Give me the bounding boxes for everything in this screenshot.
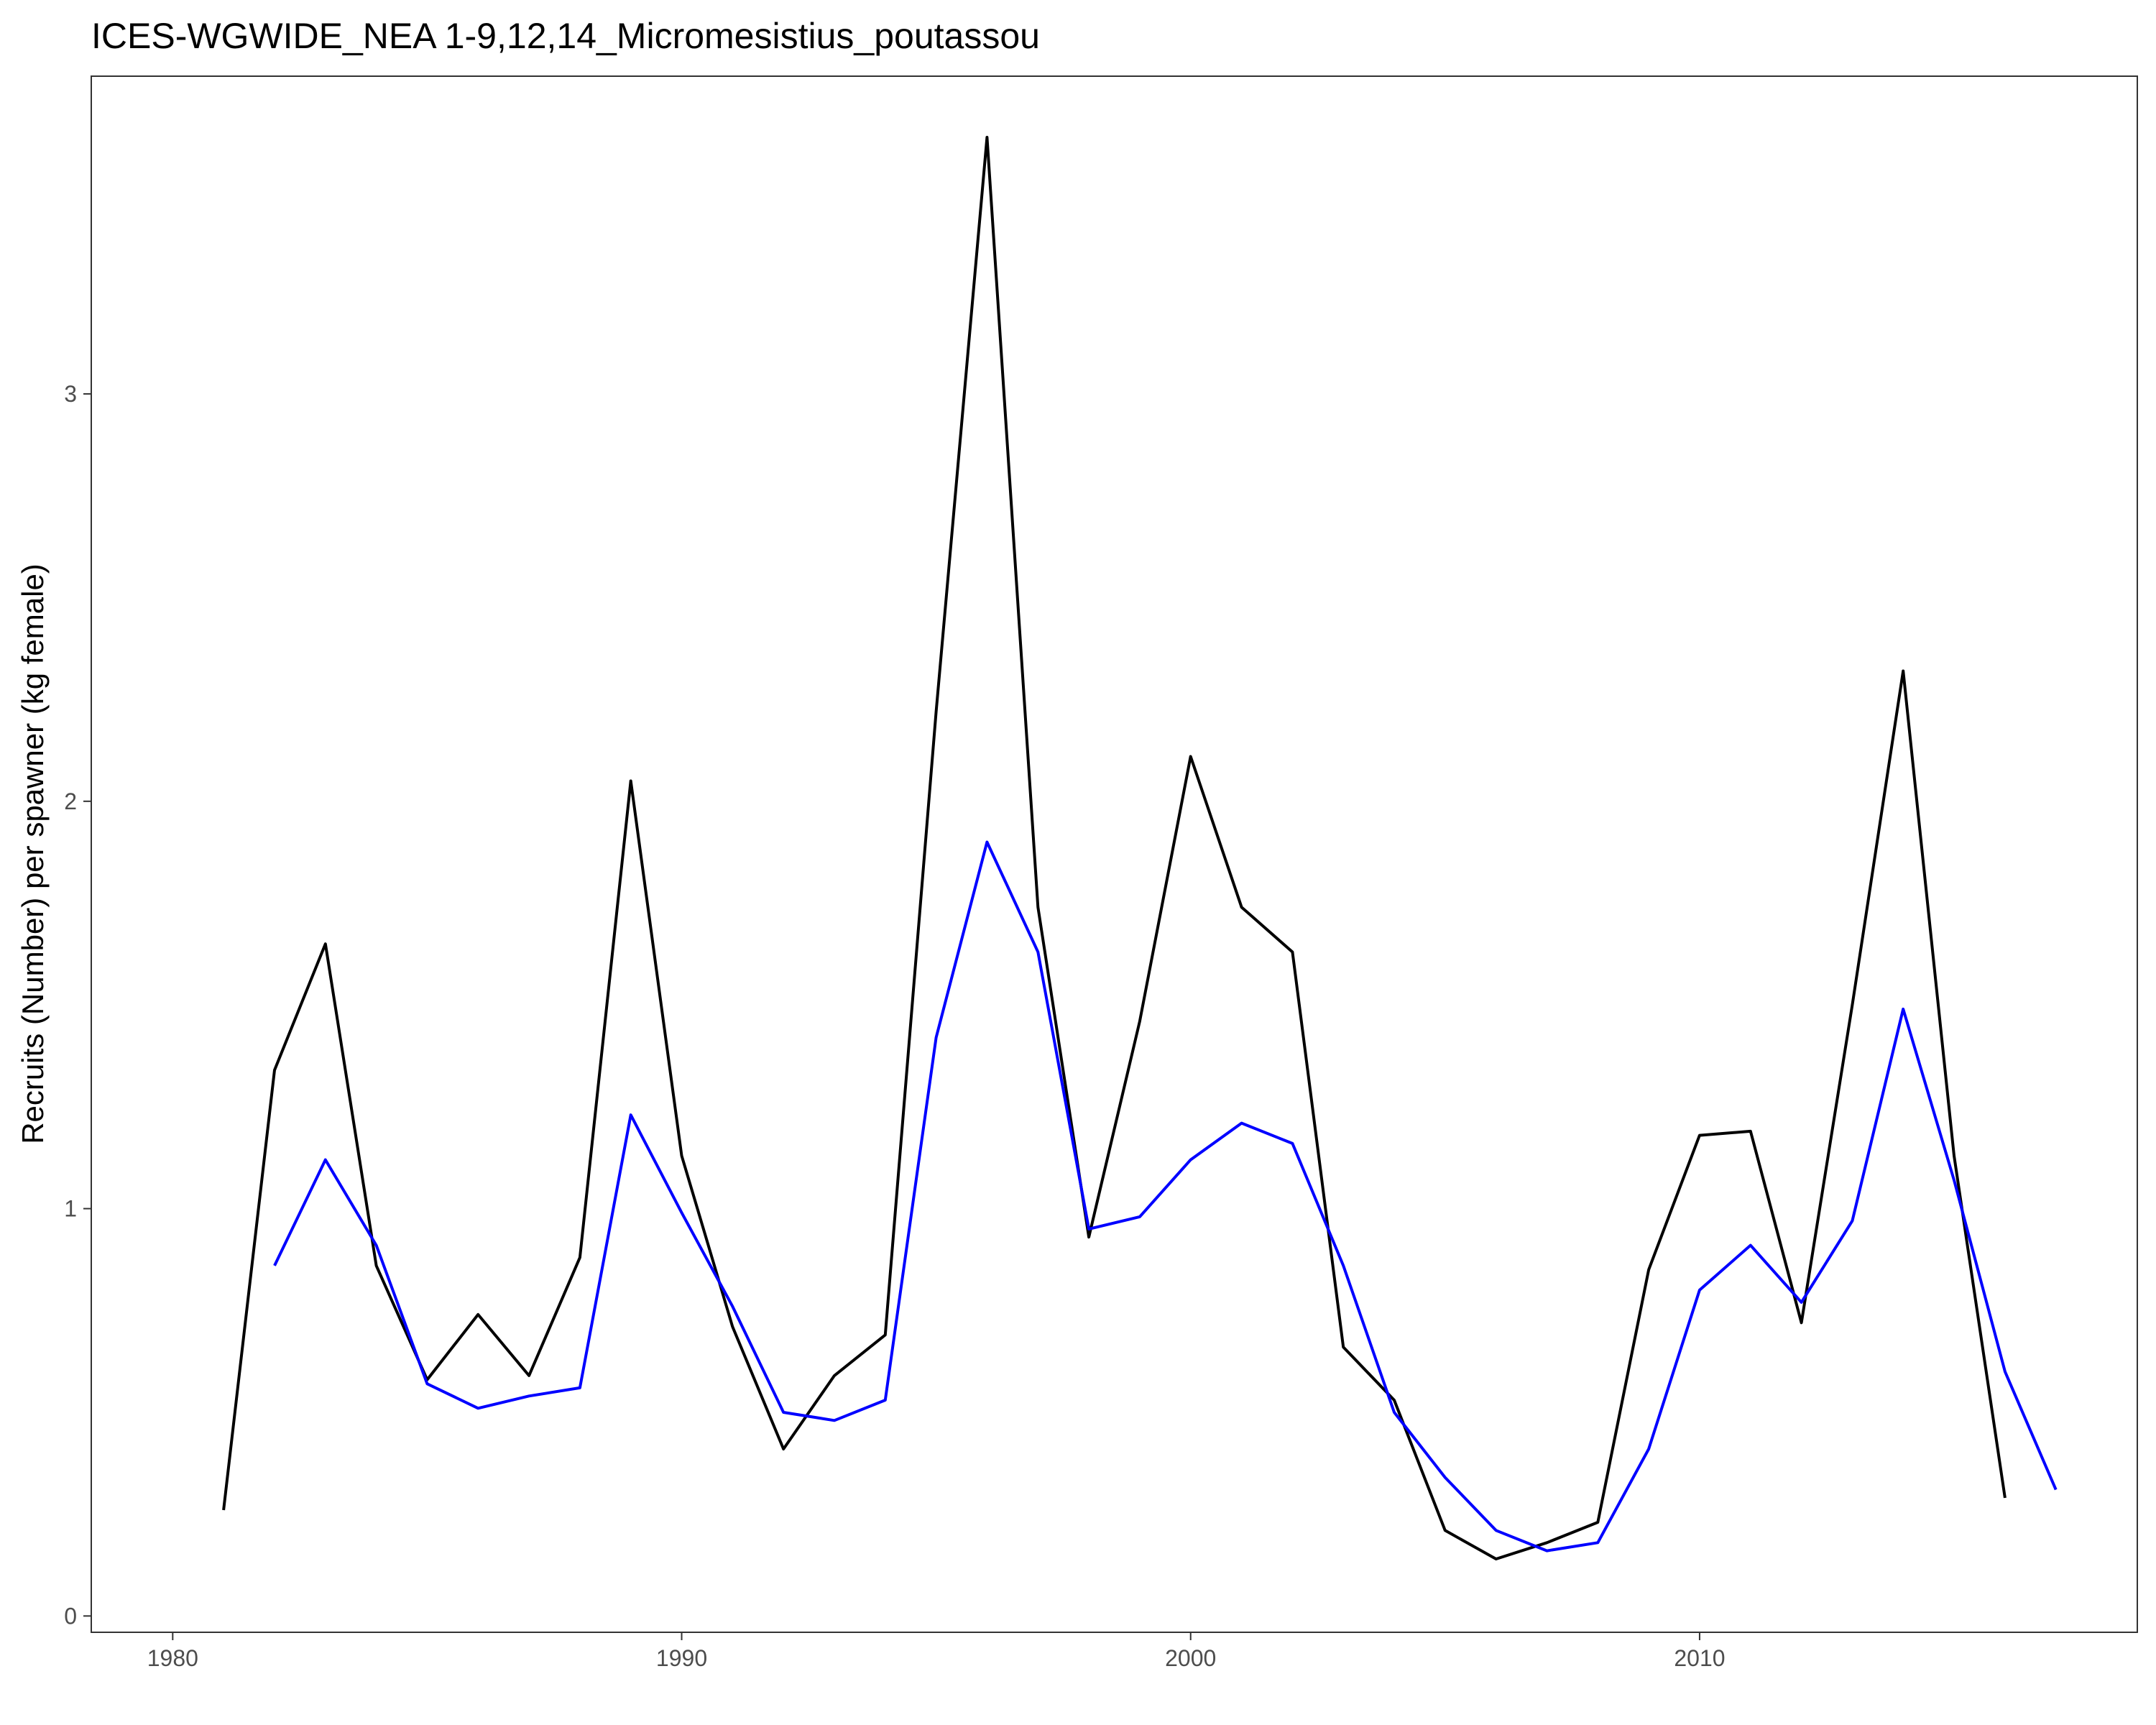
x-axis: 1980 1990 2000 2010 [147, 1632, 1726, 1671]
series-line-1 [222, 136, 2007, 1560]
y-tick-label: 3 [64, 381, 77, 407]
x-tick-label: 1990 [656, 1645, 707, 1671]
x-tick-label: 2000 [1165, 1645, 1216, 1671]
y-axis-title: Recruits (Number) per spawner (kg female… [16, 564, 50, 1144]
y-tick-label: 2 [64, 788, 77, 814]
y-tick-label: 1 [64, 1196, 77, 1222]
plot-panel [91, 75, 2138, 1633]
series-line-2 [273, 840, 2058, 1552]
y-axis: 0 1 2 3 [64, 381, 91, 1629]
y-tick-label: 0 [64, 1603, 77, 1629]
x-tick-label: 1980 [147, 1645, 198, 1671]
x-tick-label: 2010 [1674, 1645, 1725, 1671]
chart-title: ICES-WGWIDE_NEA 1-9,12,14_Micromesistius… [91, 16, 1040, 56]
series-layer [222, 136, 2058, 1560]
